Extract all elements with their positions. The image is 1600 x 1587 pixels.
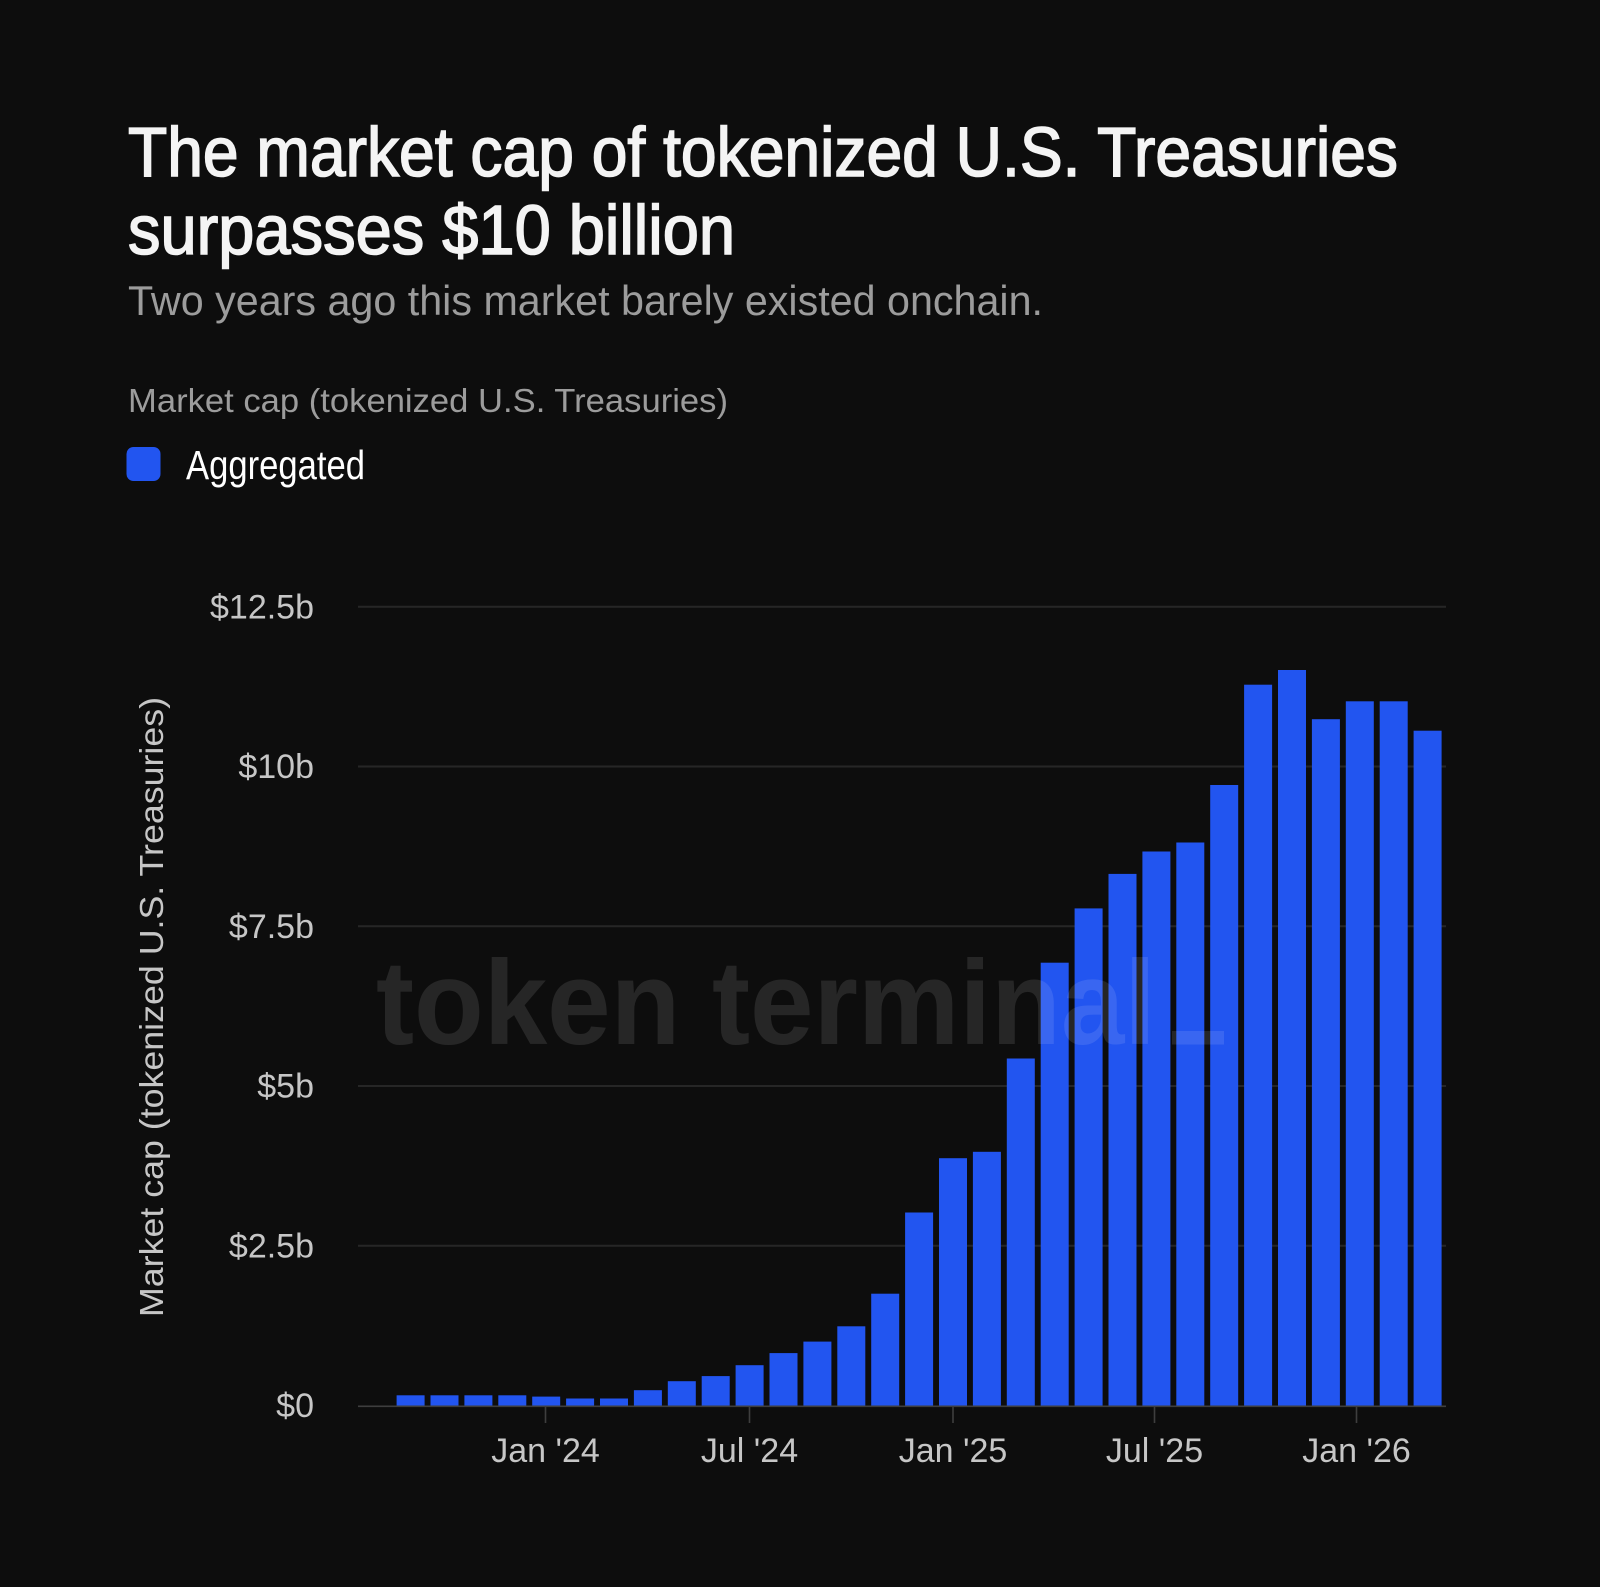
svg-text:Jan '24: Jan '24 [491,1432,600,1470]
svg-text:Jan '26: Jan '26 [1302,1432,1411,1470]
svg-text:Jul '24: Jul '24 [701,1432,798,1470]
svg-text:Jan '25: Jan '25 [899,1432,1008,1470]
svg-text:Two years ago this market bare: Two years ago this market barely existed… [128,277,1043,324]
svg-text:Market cap (tokenized U.S. Tre: Market cap (tokenized U.S. Treasuries) [128,382,728,419]
svg-text:$5b: $5b [257,1068,314,1106]
svg-text:$10b: $10b [238,748,314,786]
svg-text:Aggregated: Aggregated [186,442,365,488]
svg-text:surpasses $10 billion: surpasses $10 billion [128,191,735,269]
svg-text:$12.5b: $12.5b [210,589,314,627]
svg-text:$2.5b: $2.5b [229,1228,314,1266]
svg-text:$0: $0 [276,1387,314,1425]
svg-text:Jul '25: Jul '25 [1106,1432,1203,1470]
svg-text:Market cap (tokenized U.S. Tre: Market cap (tokenized U.S. Treasuries) [133,697,170,1317]
svg-text:$7.5b: $7.5b [229,908,314,946]
svg-text:The market cap of tokenized U.: The market cap of tokenized U.S. Treasur… [128,113,1398,191]
svg-text:token terminal: token terminal [376,936,1156,1070]
